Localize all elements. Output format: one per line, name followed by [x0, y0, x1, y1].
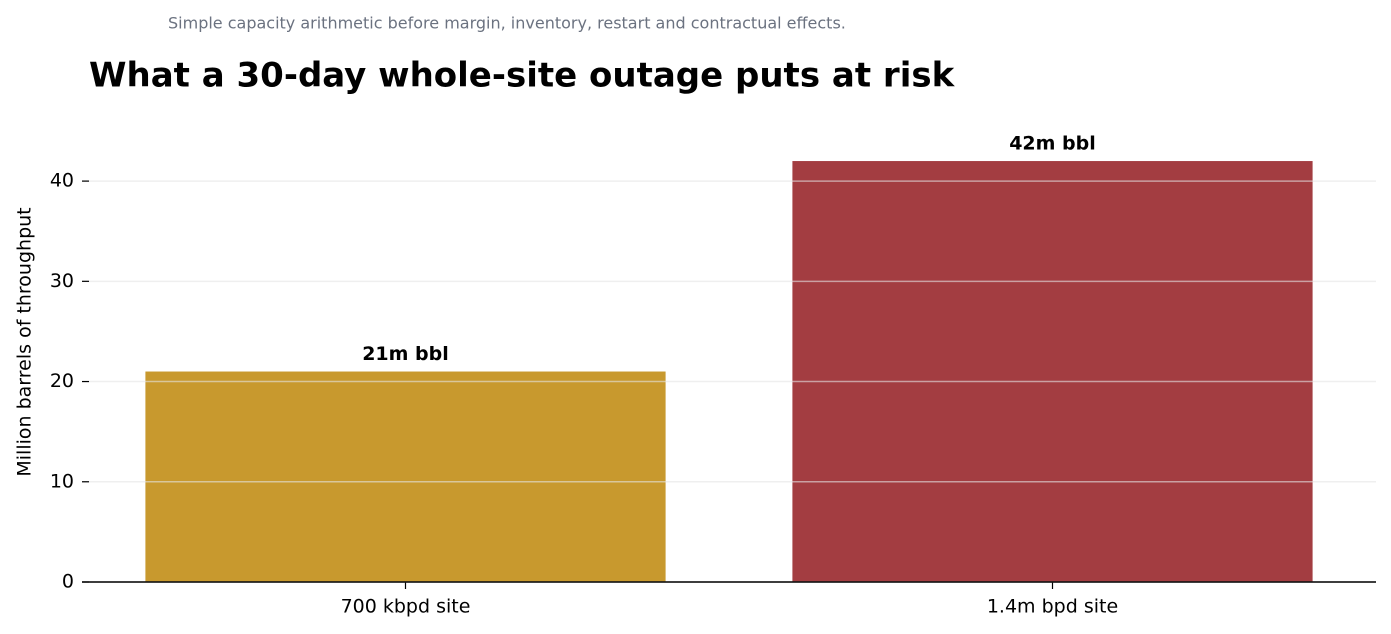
y-tick-label: 10	[50, 470, 74, 492]
y-axis-label: Million barrels of throughput	[14, 207, 36, 476]
y-tick-label: 30	[50, 270, 74, 292]
bar	[792, 161, 1313, 583]
chart-title: What a 30-day whole-site outage puts at …	[89, 56, 956, 96]
value-label: 42m bbl	[1009, 133, 1096, 155]
x-tick-label: 1.4m bpd site	[987, 596, 1118, 618]
bar	[145, 371, 666, 582]
chart-subtitle: Simple capacity arithmetic before margin…	[168, 14, 846, 33]
y-tick-label: 40	[50, 170, 74, 192]
y-tick-label: 0	[62, 571, 74, 593]
x-tick-label: 700 kbpd site	[341, 596, 471, 618]
y-tick-label: 20	[50, 370, 74, 392]
value-label: 21m bbl	[362, 343, 449, 365]
